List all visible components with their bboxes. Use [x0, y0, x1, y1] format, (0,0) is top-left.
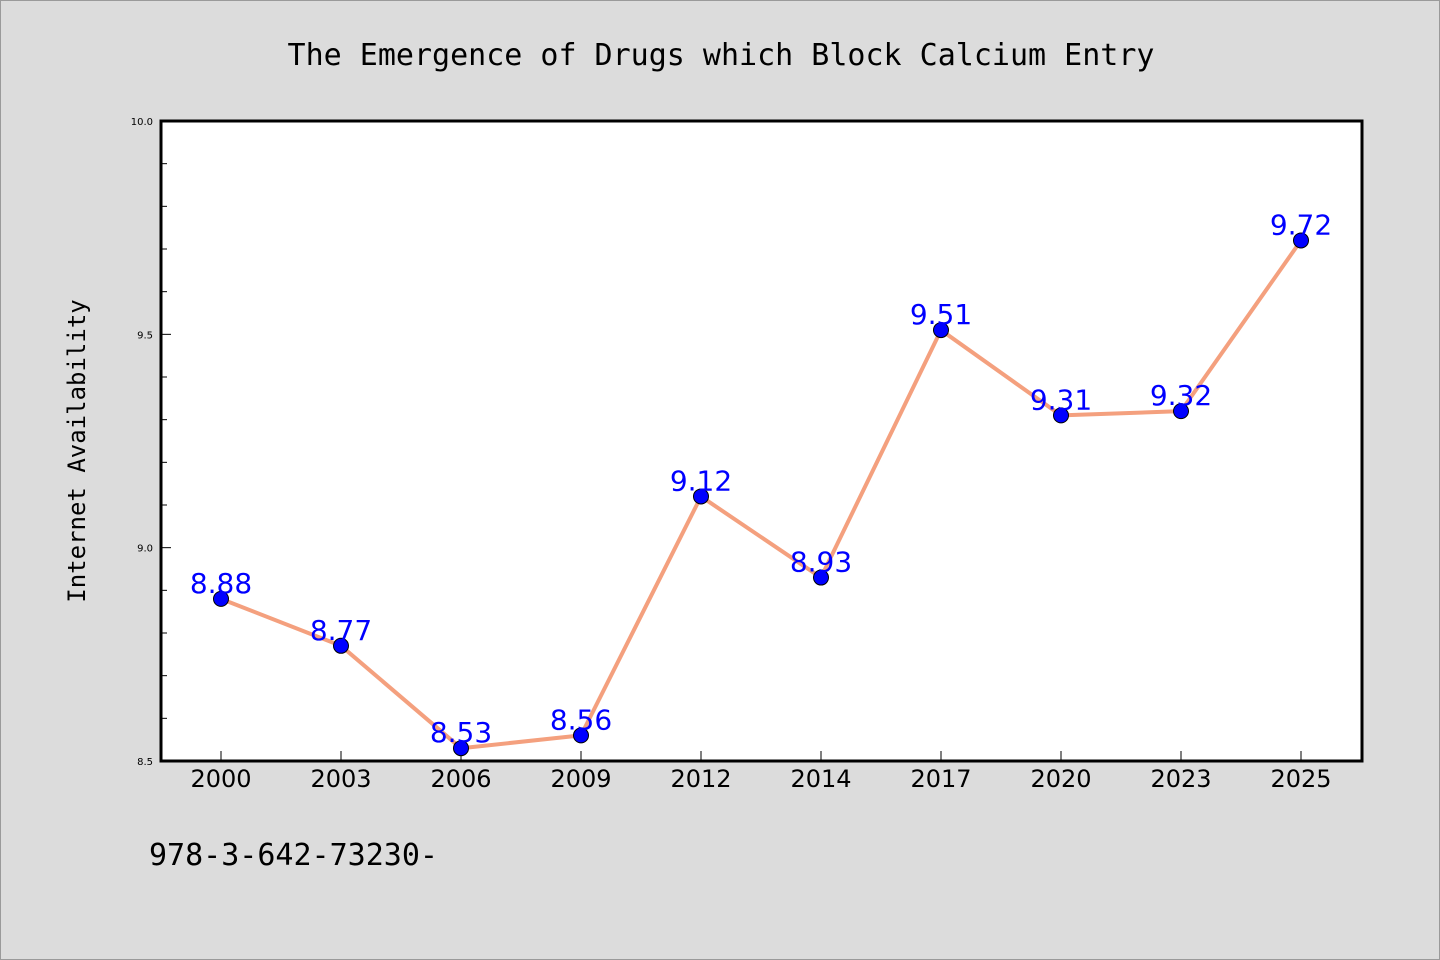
y-tick-label: 9.5: [137, 330, 153, 341]
data-label: 8.88: [190, 567, 252, 600]
data-point-marker: [1053, 407, 1069, 424]
data-point-marker: [333, 637, 349, 654]
y-tick-label: 9.0: [137, 544, 153, 555]
data-point-marker: [1293, 232, 1309, 249]
x-tick-label: 2020: [1030, 765, 1091, 793]
x-tick-label: 2023: [1150, 765, 1211, 793]
x-tick-label: 2006: [430, 765, 491, 793]
series-line: [219, 238, 1303, 751]
data-point-marker: [213, 590, 229, 607]
data-point-marker: [453, 740, 469, 757]
x-tick-label: 2017: [910, 765, 971, 793]
data-point-marker: [573, 727, 589, 744]
series-layer: 8.88 8.77 8.53 8.56 9.12 8.93 9.51 9.31 9.32 9.72: [190, 208, 1332, 757]
x-tick-label: 2025: [1270, 765, 1331, 793]
data-point-marker: [813, 569, 829, 586]
x-tick-label: 2012: [670, 765, 731, 793]
data-label: 9.32: [1150, 379, 1212, 412]
y-axis-label: Internet Availability: [63, 299, 91, 602]
data-label: 9.12: [670, 464, 732, 497]
x-tick-label: 2009: [550, 765, 611, 793]
y-tick-label: 10.0: [131, 117, 153, 128]
x-axis-ticks: 2000 2003 2006 2009 2012 2014 2017 2020 2023 2025: [190, 751, 1332, 793]
plot-frame: [159, 119, 1364, 763]
data-label: 9.31: [1030, 383, 1092, 416]
data-point-marker: [693, 488, 709, 505]
footnote-text: 978-3-642-73230-: [149, 838, 438, 873]
chart-title: The Emergence of Drugs which Block Calci…: [288, 38, 1155, 73]
y-tick-label: 8.5: [137, 757, 153, 768]
x-tick-label: 2014: [790, 765, 851, 793]
data-label: 8.53: [430, 716, 492, 749]
data-label: 8.56: [550, 703, 612, 736]
data-point-marker: [1173, 403, 1189, 420]
x-tick-label: 2003: [310, 765, 371, 793]
data-point-marker: [933, 322, 949, 339]
data-label: 9.51: [910, 298, 972, 331]
data-label: 8.93: [790, 546, 852, 579]
data-label: 9.72: [1270, 208, 1332, 241]
data-label: 8.77: [310, 614, 372, 647]
x-tick-label: 2000: [190, 765, 251, 793]
plot-area: [161, 121, 1362, 761]
